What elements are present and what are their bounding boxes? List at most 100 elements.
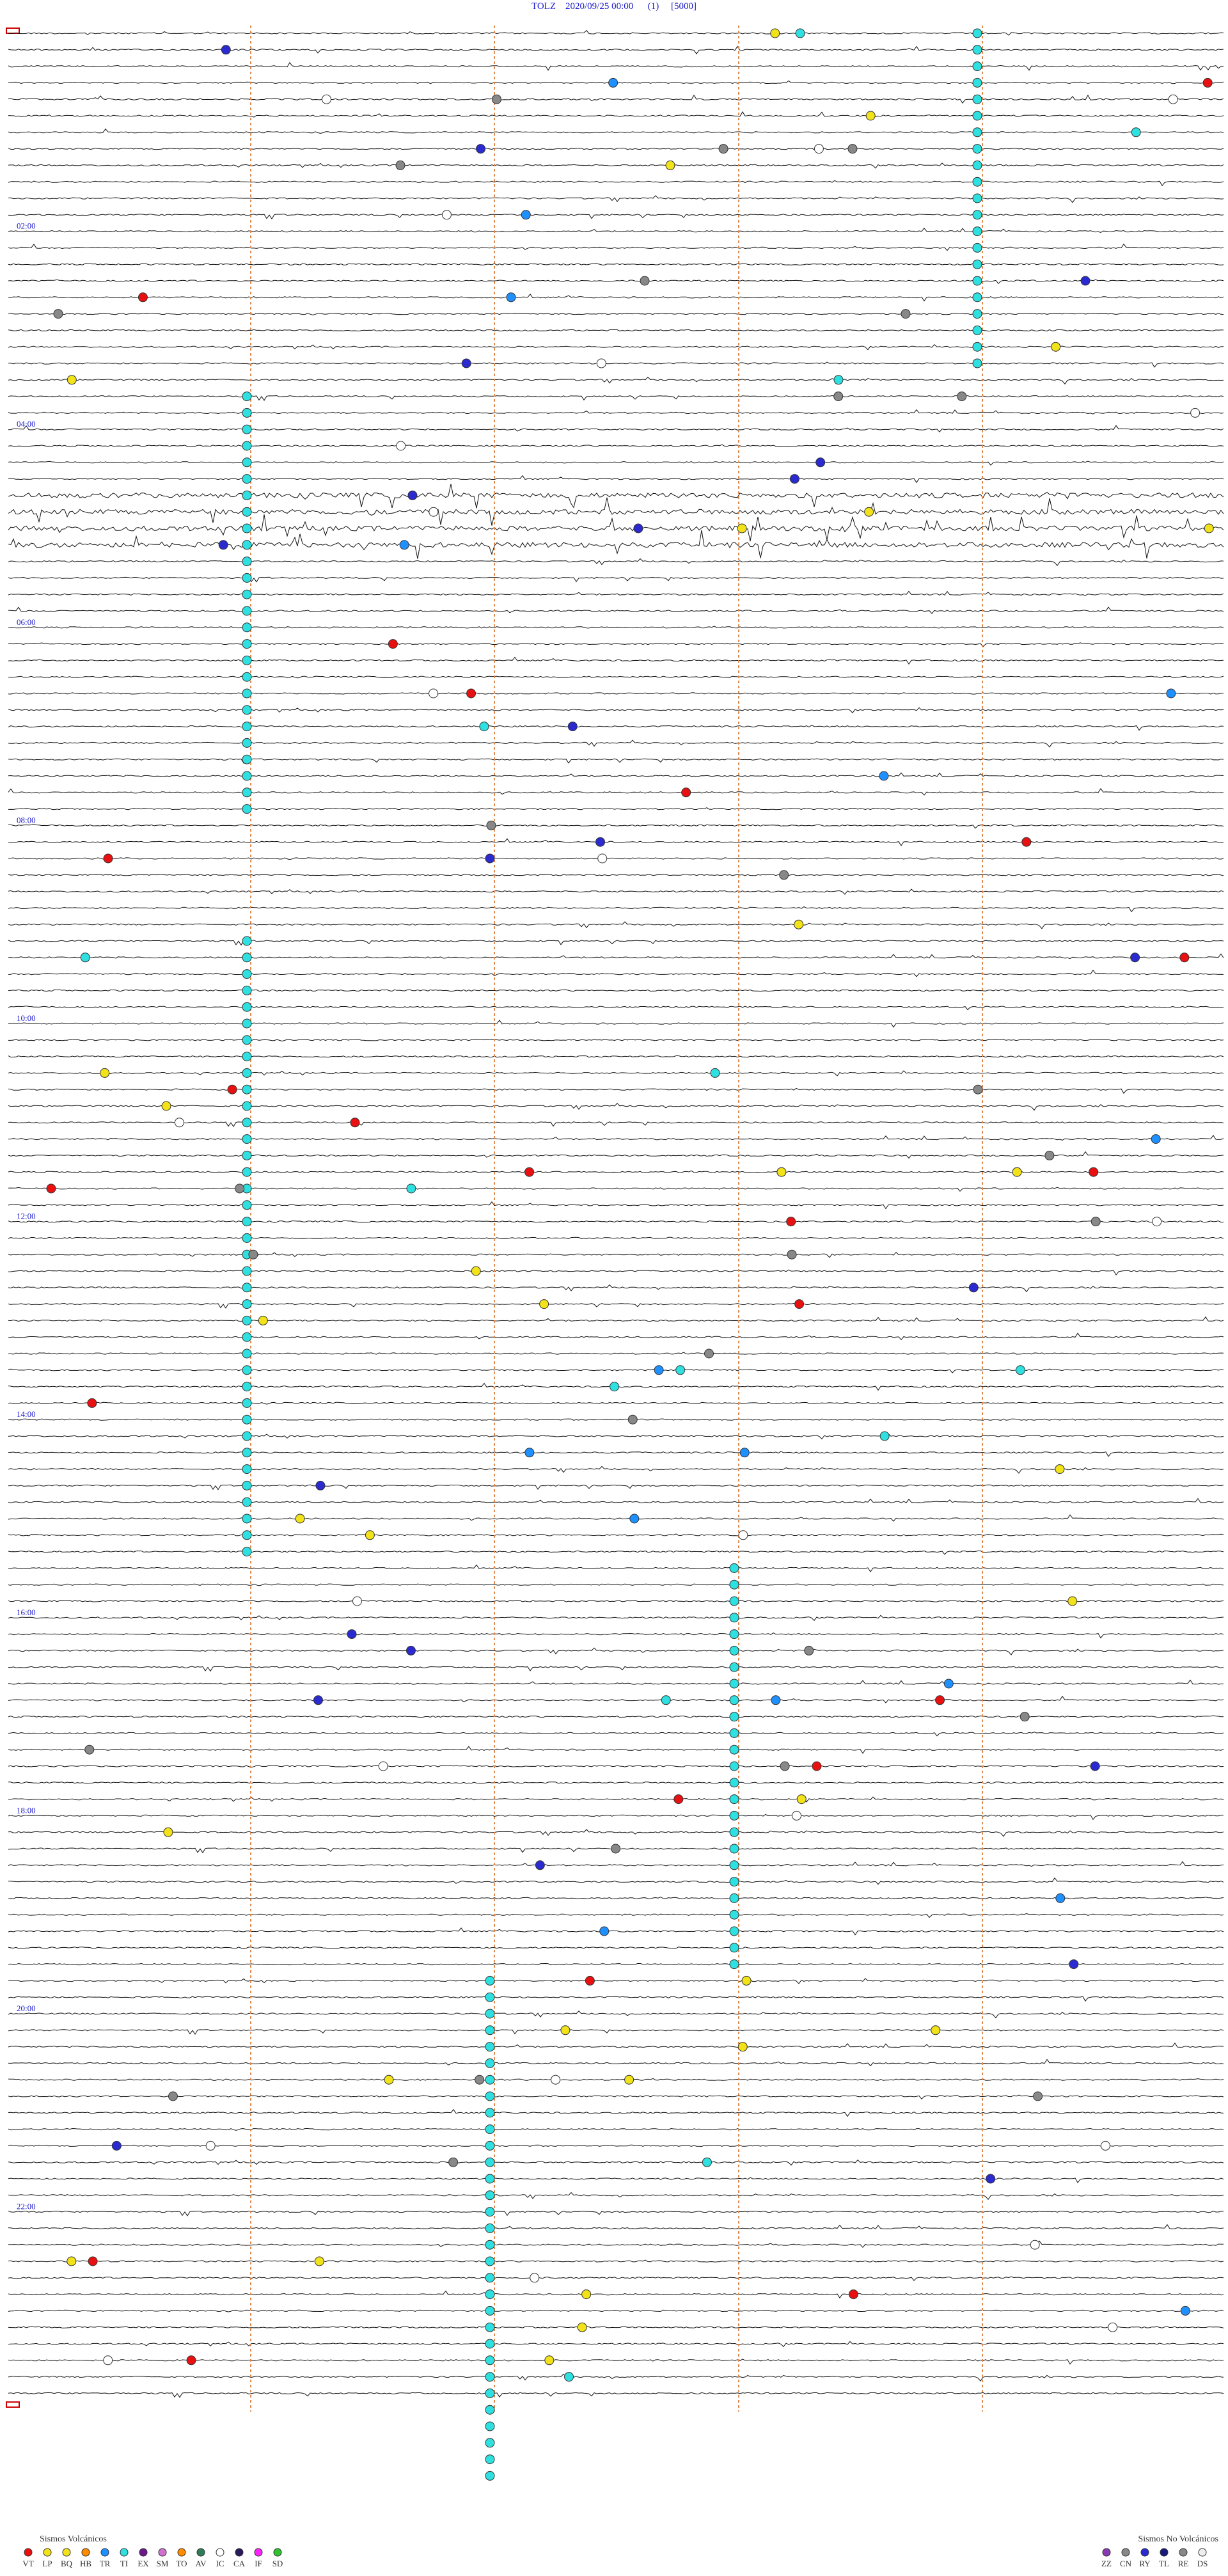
event-dot [972,226,982,237]
event-dot [242,490,252,500]
event-dot [624,2074,634,2085]
trace [8,969,1224,977]
event-dot [429,688,439,699]
event-dot [729,1645,739,1655]
event-dot [378,1761,388,1771]
event-dot [242,1299,252,1309]
event-dot [485,2388,495,2398]
event-dot [786,1217,796,1227]
event-dot [524,1167,535,1177]
event-dot [577,2322,587,2332]
event-dot [461,358,471,368]
trace [8,758,1224,764]
event-dot [242,1398,252,1408]
event-dot [485,2322,495,2332]
event-dot [596,358,606,368]
event-dot [794,919,804,929]
event-dot [485,2470,495,2481]
hour-label: 10:00 [17,1013,36,1023]
event-dot [595,837,606,847]
event-dot [242,1134,252,1144]
event-dot [491,94,501,104]
trace [8,147,1224,150]
event-dot [448,2157,459,2167]
event-dot [242,722,252,732]
event-dot [103,2355,113,2366]
legend-swatch [1121,2548,1130,2557]
trace [8,2159,1224,2166]
trace [8,45,1224,55]
event-dot [972,177,982,187]
hour-label: 20:00 [17,2003,36,2013]
event-dot [973,1084,983,1094]
event-dot [1204,523,1214,533]
trace [8,180,1224,187]
event-dot [1033,2091,1043,2101]
event-dot [737,2042,748,2052]
hour-label: 22:00 [17,2202,36,2211]
event-dot [242,985,252,995]
trace [8,1251,1224,1258]
event-dot [242,1547,252,1557]
trace [8,1302,1224,1309]
event-dot [681,787,691,798]
trace [8,1913,1224,1918]
trace [8,707,1224,714]
event-dot [815,457,826,468]
event-dot [242,1118,252,1128]
legend-item: CN [1120,2559,1132,2568]
event-dot [396,441,406,451]
trace [8,2078,1224,2081]
event-dot [384,2074,394,2085]
event-dot [242,540,252,550]
trace [8,1564,1224,1573]
event-dot [972,45,982,55]
event-dot [1021,837,1032,847]
trace [8,1402,1224,1405]
event-dot [1190,407,1200,418]
event-dot [972,210,982,220]
event-dot [521,210,531,220]
trace [8,1497,1224,1504]
trace [8,606,1224,614]
hour-label: 14:00 [17,1409,36,1419]
trace [8,128,1224,134]
event-dot [485,853,495,864]
event-dot [972,94,982,104]
trace [8,329,1224,332]
event-dot [729,1909,739,1920]
event-dot [599,1926,610,1936]
event-dot [242,754,252,764]
trace [8,1927,1224,1936]
event-dot [795,28,805,38]
event-dot [399,540,409,550]
trace [8,1484,1224,1490]
trace [8,2359,1224,2365]
event-dot [242,441,252,451]
event-dot [738,1530,748,1540]
event-dot [242,457,252,468]
event-dot [729,1844,739,1854]
legend-item: RY [1139,2559,1151,2568]
legend-item: AV [195,2559,207,2568]
event-dot [1202,77,1213,88]
event-dot [675,1365,686,1375]
event-dot [729,1877,739,1887]
event-dot [729,1778,739,1788]
event-dot [972,242,982,253]
event-dot [322,94,332,104]
legend-title: Sismos Volcánicos [40,2534,107,2544]
event-dot [350,1118,360,1128]
event-dot [242,787,252,798]
event-dot [242,589,252,599]
event-dot [567,722,578,732]
event-dot [729,1893,739,1903]
event-dot [485,2289,495,2300]
legend-item: IC [216,2559,224,2568]
hour-label: 18:00 [17,1805,36,1815]
trace [8,262,1224,265]
legend-swatch [158,2548,167,2557]
trace [8,2224,1224,2230]
trace [8,838,1224,846]
event-dot [804,1645,814,1655]
